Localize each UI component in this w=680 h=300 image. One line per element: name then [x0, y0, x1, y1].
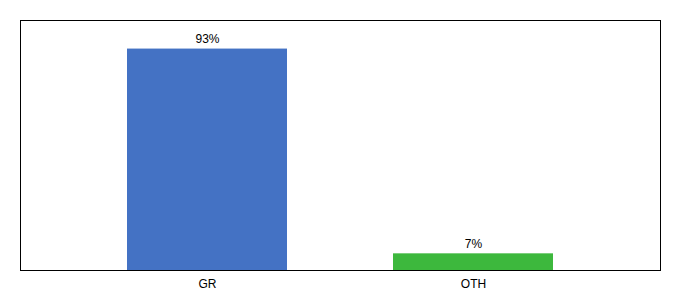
svg-text:GR: GR — [199, 277, 217, 291]
svg-text:OTH: OTH — [461, 277, 486, 291]
svg-text:7%: 7% — [465, 237, 483, 251]
svg-text:93%: 93% — [195, 32, 219, 46]
